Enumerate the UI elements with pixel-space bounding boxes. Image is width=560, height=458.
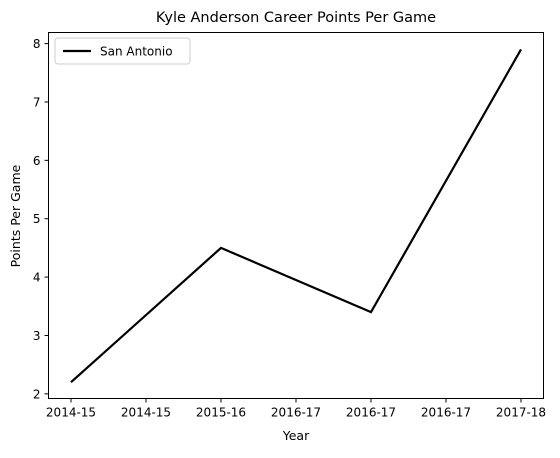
y-axis-label: Points Per Game <box>8 164 23 267</box>
x-axis-label: Year <box>282 428 310 443</box>
x-tick-label: 2014-15 <box>46 406 96 420</box>
y-tick-label: 8 <box>33 37 41 51</box>
y-tick-label: 5 <box>33 212 41 226</box>
y-tick-label: 3 <box>33 329 41 343</box>
x-tick-label: 2016-17 <box>271 406 321 420</box>
y-tick-label: 4 <box>33 271 41 285</box>
plot-area: 2014-15 2014-15 2015-16 2016-17 2016-17 2016-… <box>33 33 546 420</box>
series-line <box>71 49 521 382</box>
x-tick-label: 2016-17 <box>346 406 396 420</box>
chart-title: Kyle Anderson Career Points Per Game <box>156 10 436 26</box>
y-tick-label: 6 <box>33 154 41 168</box>
x-tick-label: 2015-16 <box>196 406 246 420</box>
x-tick-label: 2016-17 <box>421 406 471 420</box>
x-tick-label: 2017-18 <box>496 406 546 420</box>
x-tick-label: 2014-15 <box>121 406 171 420</box>
y-tick-label: 7 <box>33 95 41 109</box>
legend-label: San Antonio <box>100 45 173 59</box>
y-tick-label: 2 <box>33 387 41 401</box>
axes-frame <box>49 33 544 399</box>
